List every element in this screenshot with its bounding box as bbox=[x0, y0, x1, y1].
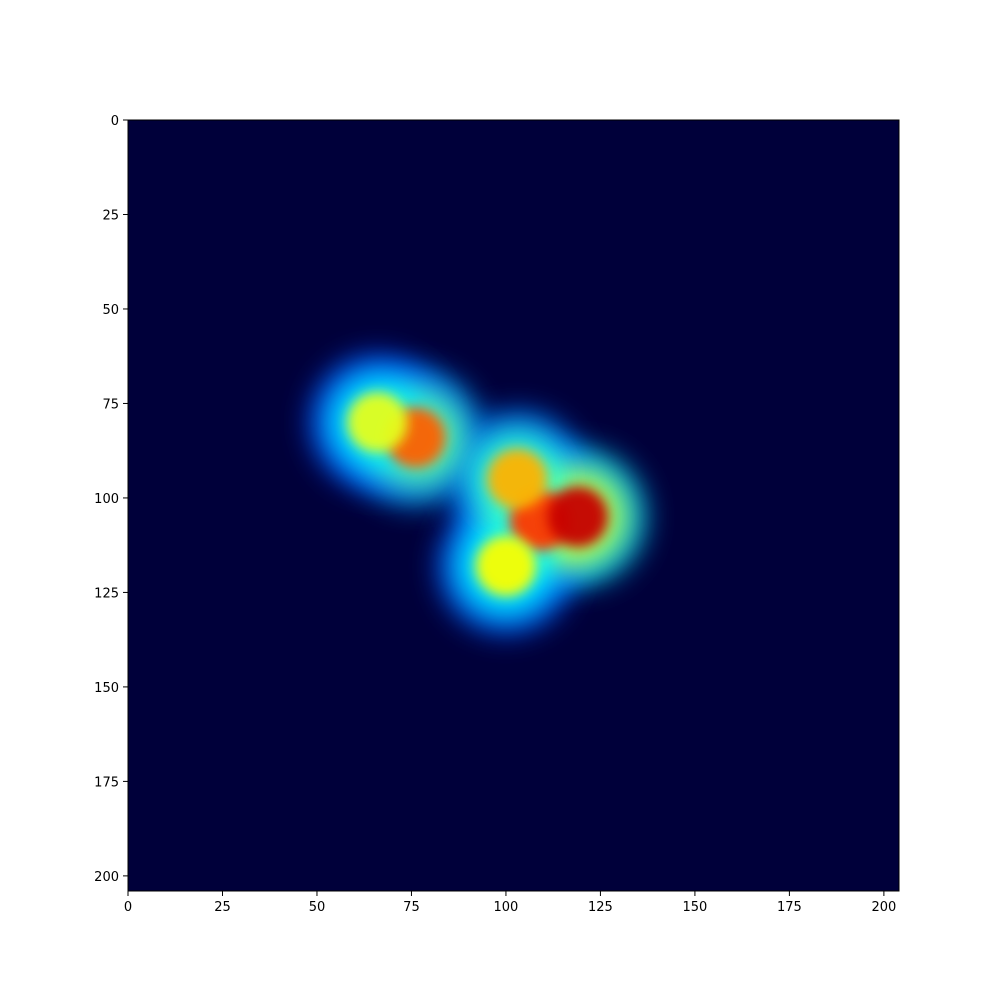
y-tick-label: 125 bbox=[94, 586, 119, 601]
x-tick-label: 75 bbox=[403, 900, 420, 915]
y-tick-label: 0 bbox=[111, 114, 119, 129]
x-axis: 0 25 50 75 100 125 150 175 200 bbox=[124, 891, 896, 915]
y-tick-label: 100 bbox=[94, 492, 119, 507]
y-tick-label: 175 bbox=[94, 775, 119, 790]
heatmap-hotspot-core-3 bbox=[547, 486, 608, 548]
heatmap-hotspot-core-1 bbox=[347, 392, 408, 453]
y-tick-label: 75 bbox=[102, 397, 119, 412]
heatmap-hotspot-core-4 bbox=[475, 535, 537, 597]
y-tick-label: 50 bbox=[102, 303, 119, 318]
x-tick-label: 200 bbox=[871, 900, 896, 915]
plot-frame bbox=[127, 119, 900, 892]
x-tick-label: 150 bbox=[682, 900, 707, 915]
x-tick-label: 25 bbox=[214, 900, 231, 915]
heatmap-hotspot-core-5 bbox=[487, 448, 548, 510]
y-axis: 0 25 50 75 100 125 150 175 200 bbox=[94, 114, 128, 885]
x-tick-label: 50 bbox=[309, 900, 326, 915]
x-tick-label: 0 bbox=[124, 900, 132, 915]
x-tick-label: 175 bbox=[777, 900, 802, 915]
x-tick-label: 125 bbox=[588, 900, 613, 915]
y-tick-label: 150 bbox=[94, 681, 119, 696]
y-tick-label: 200 bbox=[94, 870, 119, 885]
x-tick-label: 100 bbox=[494, 900, 519, 915]
y-tick-label: 25 bbox=[102, 208, 119, 223]
heatmap-blob bbox=[309, 354, 646, 634]
plot-area bbox=[128, 120, 899, 891]
